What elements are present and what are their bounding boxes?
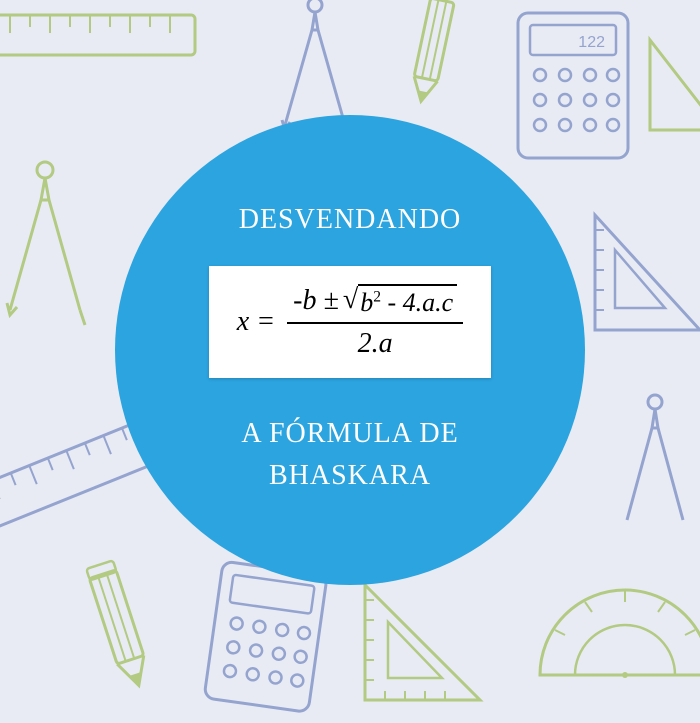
sqrt-exp: 2 — [373, 288, 381, 305]
sqrt-rest: - 4.a.c — [381, 288, 453, 317]
title-bottom-line2: BHASKARA — [269, 460, 431, 491]
svg-text:122: 122 — [578, 34, 605, 51]
title-top: DESVENDANDO — [239, 204, 462, 236]
numerator-prefix: -b ± — [293, 285, 339, 317]
sqrt-icon: √ — [343, 286, 358, 314]
denominator: 2.a — [358, 324, 393, 360]
formula-box: x = -b ± √ b2 - 4.a.c 2.a — [209, 266, 491, 378]
sqrt-b: b — [360, 288, 373, 317]
title-bottom: A FÓRMULA DE BHASKARA — [241, 413, 458, 497]
formula-lhs: x = — [237, 306, 275, 338]
title-bottom-line1: A FÓRMULA DE — [241, 418, 458, 449]
main-circle: DESVENDANDO x = -b ± √ b2 - 4.a.c 2.a A … — [115, 115, 585, 585]
bhaskara-formula: x = -b ± √ b2 - 4.a.c 2.a — [237, 284, 463, 360]
